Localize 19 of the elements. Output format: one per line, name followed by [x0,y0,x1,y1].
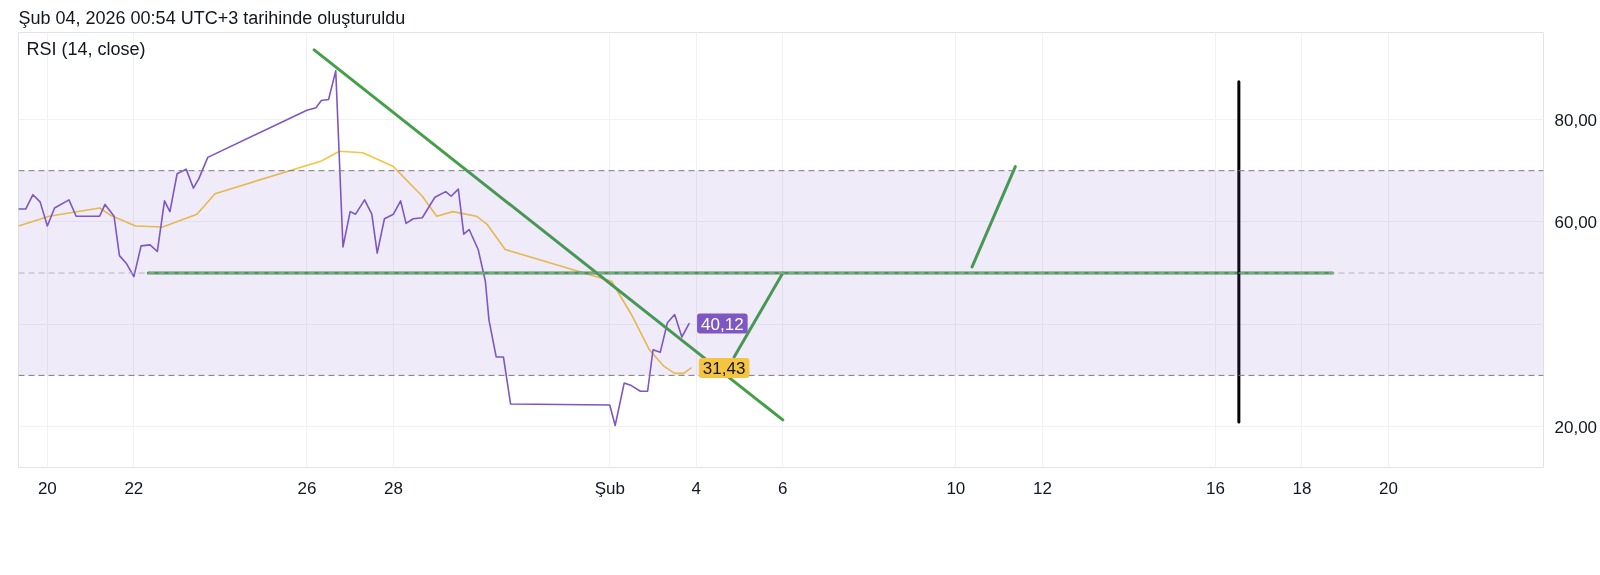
x-tick-label: 22 [124,478,144,498]
data-label: 31,43 [702,359,746,379]
x-tick-label: 18 [1292,478,1312,498]
x-tick-label: 20 [1379,478,1398,498]
y-tick-label: 20,00 [1554,417,1598,437]
data-label: 40,12 [701,314,744,334]
x-tick-label: 20 [37,478,57,498]
x-tick-label: 10 [946,478,966,498]
y-tick-label: 80,00 [1554,110,1598,130]
x-tick-label: 6 [778,478,788,498]
text: Şub 04, 2026 00:54 UTC+3 tarihinde oluşturuldu [18,7,406,28]
x-tick-label: 28 [383,478,403,498]
x-tick-label: 16 [1205,478,1225,498]
y-tick-label: 60,00 [1554,212,1598,232]
x-tick-label: 26 [297,478,317,498]
x-tick-label: 4 [691,478,702,498]
x-tick-label: Şub [594,478,625,498]
chart-title: RSI (14, close) [26,38,146,59]
x-tick-label: 12 [1032,478,1052,498]
